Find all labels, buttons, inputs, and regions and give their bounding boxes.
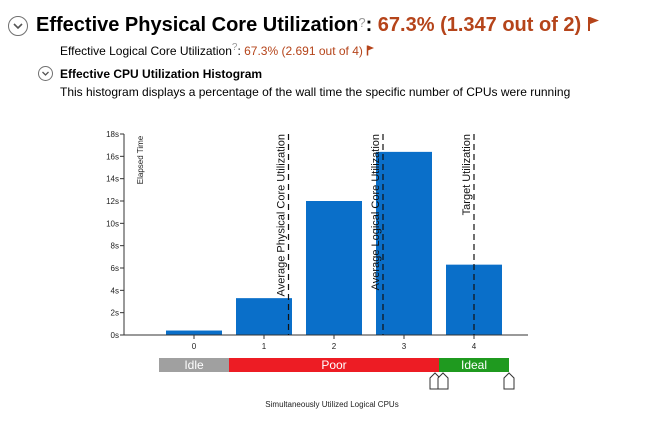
utilization-marker-label: Average Physical Core Utilization	[276, 134, 288, 296]
physical-utilization-value: 67.3% (1.347 out of 2)	[377, 14, 582, 36]
flag-icon	[587, 17, 599, 31]
range-label: Idle	[184, 358, 204, 372]
title-colon: :	[365, 14, 373, 36]
y-tick-label: 4s	[111, 286, 119, 295]
range-slider-handle-icon[interactable]	[429, 372, 449, 390]
logical-utilization-value: 67.3% (2.691 out of 4)	[244, 44, 363, 58]
x-tick-label: 2	[332, 342, 337, 351]
collapse-toggle-icon[interactable]	[8, 16, 28, 36]
y-tick-label: 0s	[111, 331, 119, 340]
logical-utilization-line: Effective Logical Core Utilization?: 67.…	[60, 42, 375, 59]
x-axis-label: Simultaneously Utilized Logical CPUs	[265, 400, 398, 409]
x-tick-label: 3	[402, 342, 407, 351]
x-tick-label: 1	[262, 342, 267, 351]
x-tick-label: 0	[192, 342, 197, 351]
range-label: Ideal	[461, 358, 487, 372]
flag-icon	[366, 45, 375, 56]
page-title-text: Effective Physical Core Utilization	[36, 14, 359, 36]
utilization-range-ideal	[439, 358, 509, 372]
y-tick-label: 6s	[111, 264, 119, 273]
utilization-range-poor	[229, 358, 439, 372]
histogram-bar	[446, 264, 502, 335]
y-tick-label: 12s	[106, 197, 119, 206]
logical-utilization-label: Effective Logical Core Utilization	[60, 44, 232, 58]
y-tick-label: 16s	[106, 152, 119, 161]
histogram-title: Effective CPU Utilization Histogram	[60, 67, 263, 81]
range-label: Poor	[321, 358, 346, 372]
histogram-description: This histogram displays a percentage of …	[60, 85, 571, 99]
y-tick-label: 18s	[106, 130, 119, 139]
histogram-bar	[306, 201, 362, 335]
y-tick-label: 14s	[106, 175, 119, 184]
x-tick-label: 4	[472, 342, 477, 351]
page-title: Effective Physical Core Utilization?: 67…	[36, 12, 601, 38]
histogram-collapse-icon[interactable]	[38, 66, 53, 81]
logical-colon: :	[237, 44, 241, 58]
histogram-bar	[236, 298, 292, 335]
help-icon[interactable]: ?	[358, 15, 366, 30]
y-tick-label: 10s	[106, 219, 119, 228]
utilization-marker-label: Target Utilization	[461, 134, 473, 215]
help-icon[interactable]: ?	[231, 42, 238, 53]
histogram-bar	[166, 330, 222, 335]
utilization-range-idle	[159, 358, 229, 372]
histogram-bar	[376, 151, 432, 335]
range-slider-handle-icon[interactable]	[503, 372, 515, 390]
y-tick-label: 8s	[111, 242, 119, 251]
y-axis-label: Elapsed Time	[136, 135, 145, 184]
y-tick-label: 2s	[111, 309, 119, 318]
utilization-marker-label: Average Logical Core Utilization	[370, 134, 382, 290]
